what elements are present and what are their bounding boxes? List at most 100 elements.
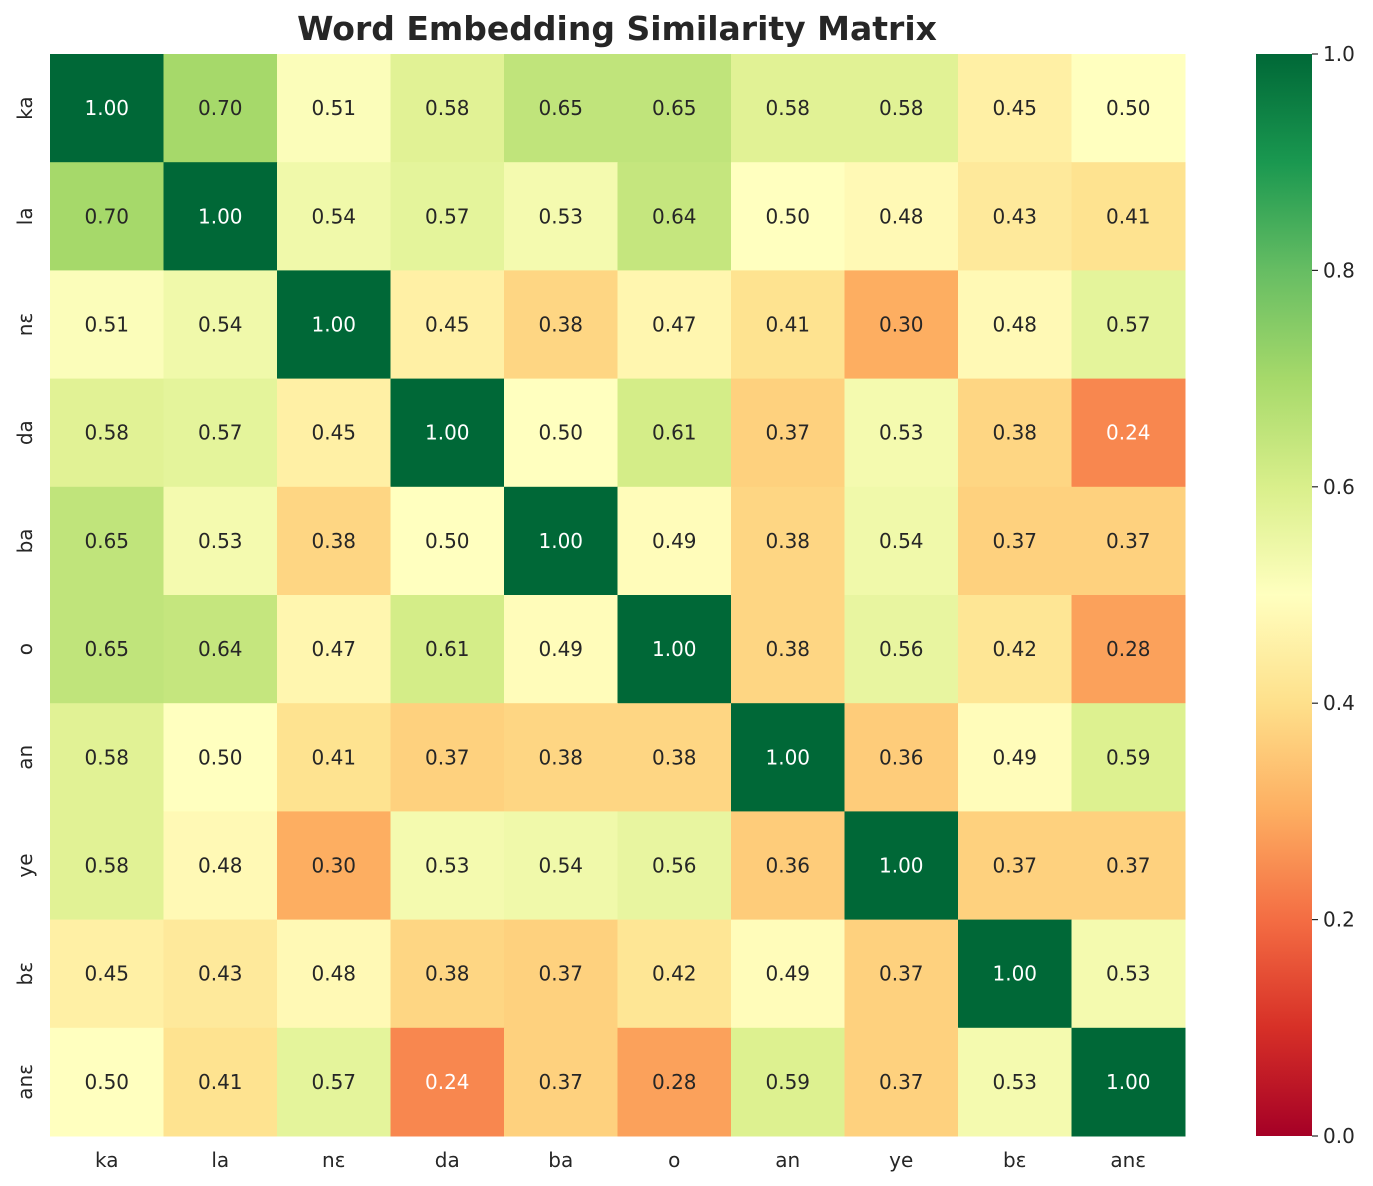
heatmap-cell bbox=[731, 486, 845, 596]
heatmap-cell bbox=[163, 162, 278, 271]
cell-value-label: 0.37 bbox=[879, 962, 924, 986]
colorbar-ticks: 0.0 0.2 0.4 0.6 0.8 1.0 bbox=[1312, 42, 1355, 1148]
heatmap-cell bbox=[958, 595, 1072, 704]
cell-value-label: 1.00 bbox=[652, 637, 697, 661]
heatmap-cell bbox=[617, 486, 732, 596]
cell-value-label: 0.24 bbox=[1106, 421, 1151, 445]
cell-value-label: 0.45 bbox=[311, 421, 356, 445]
heatmap-cell bbox=[390, 54, 505, 163]
cell-value-label: 1.00 bbox=[198, 204, 243, 228]
heatmap-cell bbox=[844, 1027, 959, 1137]
y-tick-label: nɛ bbox=[13, 313, 37, 337]
heatmap-cell bbox=[390, 595, 505, 704]
cell-value-label: 0.48 bbox=[311, 962, 356, 986]
cell-value-label: 0.59 bbox=[1106, 745, 1151, 769]
cell-value-label: 0.58 bbox=[84, 421, 129, 445]
cell-value-label: 0.53 bbox=[425, 854, 470, 878]
heatmap-cell bbox=[1071, 54, 1186, 163]
heatmap-cell bbox=[844, 162, 959, 271]
heatmap-cell bbox=[731, 703, 845, 812]
x-tick-label: ka bbox=[95, 1148, 119, 1172]
x-tick-label: anɛ bbox=[1110, 1148, 1146, 1172]
heatmap-cell bbox=[277, 486, 391, 596]
cell-value-label: 0.61 bbox=[425, 637, 470, 661]
cell-value-label: 0.58 bbox=[765, 96, 810, 120]
heatmap-cell bbox=[390, 811, 505, 921]
cell-value-label: 0.50 bbox=[765, 204, 810, 228]
colorbar-tick-label: 0.8 bbox=[1323, 258, 1355, 282]
heatmap-cell bbox=[163, 595, 278, 704]
cell-value-label: 0.65 bbox=[84, 529, 129, 553]
heatmap-cell bbox=[844, 486, 959, 596]
heatmap-cell bbox=[1071, 1027, 1186, 1137]
cell-value-label: 1.00 bbox=[992, 962, 1037, 986]
heatmap-cell bbox=[958, 703, 1072, 812]
cell-value-label: 0.41 bbox=[765, 313, 810, 337]
cell-value-label: 0.56 bbox=[879, 637, 924, 661]
cell-value-label: 0.38 bbox=[538, 745, 583, 769]
heatmap-cell bbox=[617, 595, 732, 704]
heatmap-cell bbox=[958, 919, 1072, 1029]
heatmap-cell bbox=[390, 378, 505, 488]
y-tick-label: bɛ bbox=[13, 962, 37, 986]
cell-value-label: 1.00 bbox=[425, 421, 470, 445]
y-tick-label: o bbox=[13, 643, 37, 655]
heatmap-cell bbox=[50, 595, 164, 704]
heatmap-cell bbox=[504, 486, 618, 596]
heatmap-cell bbox=[50, 703, 164, 812]
cell-value-label: 0.37 bbox=[992, 854, 1037, 878]
x-tick-label: o bbox=[668, 1148, 680, 1172]
x-tick-label: an bbox=[775, 1148, 800, 1172]
heatmap-cell bbox=[163, 703, 278, 812]
cell-value-label: 0.57 bbox=[425, 204, 470, 228]
heatmap-cell bbox=[1071, 595, 1186, 704]
cell-value-label: 0.36 bbox=[879, 745, 924, 769]
y-tick-label: ye bbox=[13, 853, 37, 877]
cell-value-label: 0.59 bbox=[765, 1070, 810, 1094]
cell-value-label: 0.41 bbox=[311, 745, 356, 769]
x-axis-tick-labels: ka la nɛ da ba o an ye bɛ anɛ bbox=[95, 1148, 1146, 1172]
x-tick-label: da bbox=[435, 1148, 460, 1172]
heatmap-cells bbox=[50, 54, 1186, 1137]
colorbar-tick-label: 0.4 bbox=[1323, 691, 1355, 715]
heatmap-cell bbox=[504, 1027, 618, 1137]
cell-value-label: 0.50 bbox=[1106, 96, 1151, 120]
cell-value-label: 0.49 bbox=[765, 962, 810, 986]
x-tick-label: nɛ bbox=[322, 1148, 346, 1172]
heatmap-cell bbox=[958, 54, 1072, 163]
cell-value-label: 0.38 bbox=[425, 962, 470, 986]
heatmap-cell bbox=[731, 595, 845, 704]
cell-value-label: 0.53 bbox=[538, 204, 583, 228]
cell-value-label: 0.36 bbox=[765, 854, 810, 878]
heatmap-cell bbox=[50, 378, 164, 488]
heatmap-cell bbox=[1071, 811, 1186, 921]
cell-value-label: 0.49 bbox=[992, 745, 1037, 769]
cell-value-label: 0.54 bbox=[198, 313, 243, 337]
heatmap-cell bbox=[390, 270, 505, 380]
cell-value-label: 0.37 bbox=[1106, 854, 1151, 878]
heatmap-cell bbox=[617, 162, 732, 271]
heatmap-cell bbox=[390, 703, 505, 812]
cell-value-label: 0.65 bbox=[538, 96, 583, 120]
cell-value-label: 0.61 bbox=[652, 421, 697, 445]
cell-value-label: 0.50 bbox=[198, 745, 243, 769]
colorbar: 0.0 0.2 0.4 0.6 0.8 1.0 bbox=[1256, 42, 1355, 1148]
heatmap-cell bbox=[277, 1027, 391, 1137]
heatmap-cell bbox=[163, 378, 278, 488]
heatmap-cell bbox=[504, 919, 618, 1029]
cell-value-label: 0.50 bbox=[538, 421, 583, 445]
cell-value-label: 0.37 bbox=[538, 962, 583, 986]
heatmap-cell bbox=[1071, 703, 1186, 812]
heatmap-cell bbox=[617, 919, 732, 1029]
x-tick-label: bɛ bbox=[1003, 1148, 1027, 1172]
heatmap-cell bbox=[731, 162, 845, 271]
cell-value-label: 0.38 bbox=[311, 529, 356, 553]
cell-value-label: 0.37 bbox=[1106, 529, 1151, 553]
heatmap-cell bbox=[390, 486, 505, 596]
cell-value-label: 0.57 bbox=[198, 421, 243, 445]
cell-value-label: 0.47 bbox=[652, 313, 697, 337]
cell-value-label: 0.50 bbox=[425, 529, 470, 553]
cell-value-label: 1.00 bbox=[84, 96, 129, 120]
heatmap-cell bbox=[163, 919, 278, 1029]
